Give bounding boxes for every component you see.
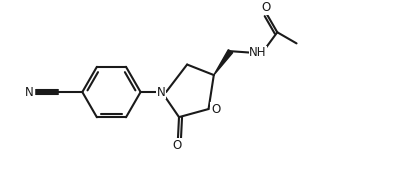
Text: O: O bbox=[261, 1, 271, 14]
Text: N: N bbox=[156, 85, 165, 99]
Text: N: N bbox=[25, 85, 34, 99]
Text: O: O bbox=[211, 102, 220, 116]
Polygon shape bbox=[214, 50, 233, 75]
Text: O: O bbox=[173, 139, 182, 152]
Text: NH: NH bbox=[249, 46, 267, 59]
